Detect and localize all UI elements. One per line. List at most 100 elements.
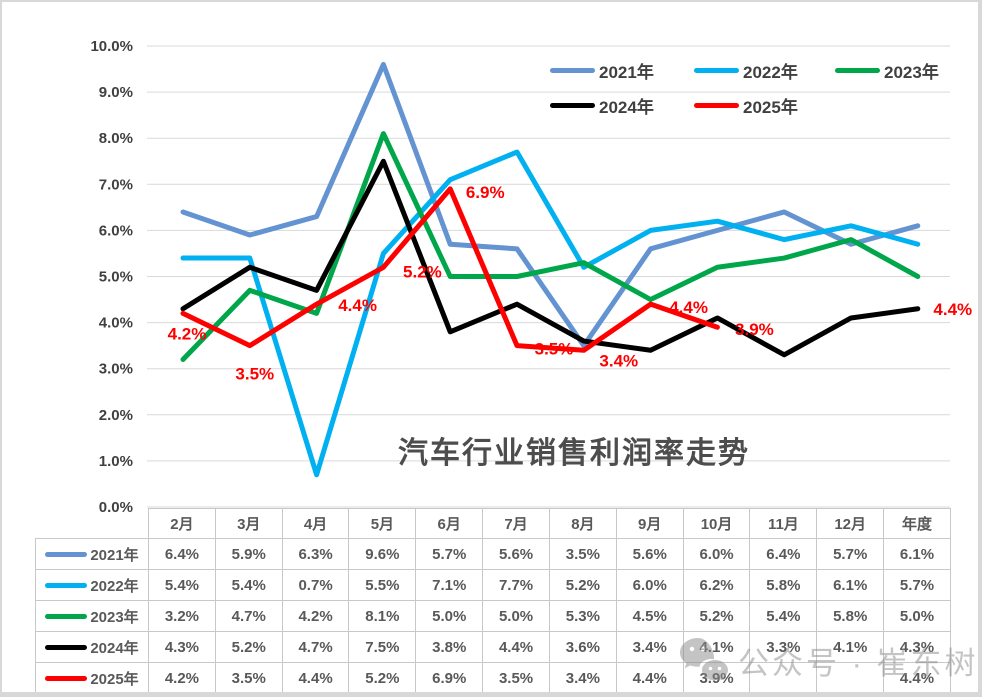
y-axis-tick-label: 7.0% bbox=[99, 176, 133, 193]
value-cell: 4.5% bbox=[615, 600, 684, 632]
legend-label: 2021年 bbox=[599, 62, 654, 82]
row-label-cell: 2024年 bbox=[35, 631, 149, 663]
legend-item-2025年: 2025年 bbox=[694, 94, 798, 117]
value-cell: 5.0% bbox=[883, 600, 951, 632]
value-cell: 5.5% bbox=[348, 569, 417, 601]
column-header: 2月 bbox=[148, 508, 216, 539]
legend-item-2023年: 2023年 bbox=[835, 59, 939, 82]
value-cell bbox=[816, 662, 885, 692]
row-label: 2021年 bbox=[90, 546, 139, 564]
value-cell: 4.3% bbox=[148, 631, 216, 663]
column-header: 10月 bbox=[682, 508, 751, 539]
value-cell: 4.2% bbox=[281, 600, 350, 632]
value-cell: 5.8% bbox=[816, 600, 885, 632]
row-label-cell: 2025年 bbox=[35, 662, 149, 692]
table-row: 2022年 5.4% 5.4% 0.7% 5.5% 7.1% 7.7% 5.2% 6.0% 6.2… bbox=[35, 569, 951, 601]
value-cell: 9.6% bbox=[348, 538, 417, 570]
series-line-2022年 bbox=[180, 149, 921, 478]
legend-item-2022年: 2022年 bbox=[694, 59, 798, 82]
chart-legend: 2021年 2022年 2023年 2024年 2025年 bbox=[550, 59, 970, 119]
value-cell: 5.0% bbox=[415, 600, 484, 632]
row-label: 2024年 bbox=[90, 639, 139, 657]
value-cell: 7.7% bbox=[482, 569, 550, 601]
value-cell: 4.1% bbox=[682, 631, 751, 663]
column-header: 5月 bbox=[348, 508, 417, 539]
column-header: 年度 bbox=[883, 508, 951, 539]
value-cell: 5.0% bbox=[482, 600, 550, 632]
value-cell: 6.9% bbox=[415, 662, 484, 692]
table-header-row: 2月 3月 4月 5月 6月 7月 8月 9月 10月 11月 12月 年度 bbox=[36, 508, 951, 539]
value-cell: 5.6% bbox=[615, 538, 684, 570]
y-axis-tick-label: 0.0% bbox=[99, 499, 133, 516]
value-cell: 3.4% bbox=[615, 631, 684, 663]
y-axis-tick-label: 2.0% bbox=[99, 407, 133, 424]
row-label-cell: 2023年 bbox=[35, 600, 149, 632]
column-header: 7月 bbox=[482, 508, 550, 539]
y-axis-tick-label: 6.0% bbox=[99, 222, 133, 239]
value-cell: 4.4% bbox=[482, 631, 550, 663]
data-label-2025年: 3.4% bbox=[599, 351, 638, 370]
legend-item-2021年: 2021年 bbox=[550, 59, 654, 82]
column-header: 4月 bbox=[281, 508, 350, 539]
value-cell: 6.1% bbox=[816, 569, 885, 601]
value-cell: 8.1% bbox=[348, 600, 417, 632]
y-axis-tick-label: 3.0% bbox=[99, 361, 133, 378]
legend-label: 2025年 bbox=[743, 97, 798, 117]
value-cell: 4.7% bbox=[281, 631, 350, 663]
value-cell: 3.8% bbox=[415, 631, 484, 663]
data-label-2025年: 4.4% bbox=[933, 300, 972, 319]
data-label-2025年: 3.9% bbox=[735, 320, 774, 339]
series-swatch-icon bbox=[45, 551, 88, 557]
value-cell: 5.4% bbox=[214, 569, 283, 601]
value-cell bbox=[749, 662, 818, 692]
y-axis-tick-label: 10.0% bbox=[90, 38, 133, 55]
value-cell: 6.3% bbox=[281, 538, 350, 570]
value-cell: 3.4% bbox=[548, 662, 617, 692]
value-cell: 3.9% bbox=[682, 662, 751, 692]
value-cell: 5.2% bbox=[348, 662, 417, 692]
value-cell: 5.9% bbox=[214, 538, 283, 570]
value-cell: 5.7% bbox=[415, 538, 484, 570]
series-line-2021年 bbox=[180, 61, 921, 349]
legend-item-2024年: 2024年 bbox=[550, 94, 654, 117]
value-cell: 6.0% bbox=[682, 538, 751, 570]
column-header: 6月 bbox=[415, 508, 484, 539]
table-row: 2024年 4.3% 5.2% 4.7% 7.5% 3.8% 4.4% 3.6% 3.4% 4.1… bbox=[35, 631, 951, 663]
table-row: 2025年 4.2% 3.5% 4.4% 5.2% 6.9% 3.5% 3.4% 4.4% 3.9… bbox=[35, 662, 951, 692]
value-cell: 6.4% bbox=[749, 538, 818, 570]
value-cell: 5.4% bbox=[148, 569, 216, 601]
value-cell: 4.7% bbox=[214, 600, 283, 632]
legend-swatch-icon bbox=[550, 67, 595, 73]
value-cell: 5.4% bbox=[749, 600, 818, 632]
data-label-2025年: 4.4% bbox=[338, 296, 377, 315]
value-cell: 3.6% bbox=[548, 631, 617, 663]
y-axis-tick-label: 5.0% bbox=[99, 269, 133, 286]
table-row: 2021年 6.4% 5.9% 6.3% 9.6% 5.7% 5.6% 3.5% 5.6% 6.0… bbox=[35, 538, 951, 570]
value-cell: 7.5% bbox=[348, 631, 417, 663]
column-header: 8月 bbox=[548, 508, 617, 539]
value-cell: 4.3% bbox=[883, 631, 951, 663]
value-cell: 4.4% bbox=[281, 662, 350, 692]
column-header: 11月 bbox=[749, 508, 818, 539]
value-cell: 6.4% bbox=[148, 538, 216, 570]
data-label-2025年: 4.2% bbox=[168, 324, 207, 343]
value-cell: 5.6% bbox=[482, 538, 550, 570]
value-cell: 3.5% bbox=[548, 538, 617, 570]
value-cell: 5.8% bbox=[749, 569, 818, 601]
row-label: 2022年 bbox=[90, 577, 139, 595]
value-cell: 5.2% bbox=[548, 569, 617, 601]
value-cell: 4.4% bbox=[615, 662, 684, 692]
series-swatch-icon bbox=[45, 644, 88, 650]
legend-swatch-icon bbox=[694, 67, 739, 73]
legend-label: 2024年 bbox=[599, 97, 654, 117]
table-row: 2023年 3.2% 4.7% 4.2% 8.1% 5.0% 5.0% 5.3% 4.5% 5.2… bbox=[35, 600, 951, 632]
column-header: 9月 bbox=[615, 508, 684, 539]
row-label-cell: 2021年 bbox=[35, 538, 149, 570]
column-header: 3月 bbox=[214, 508, 283, 539]
value-cell: 5.2% bbox=[682, 600, 751, 632]
data-label-2025年: 5.2% bbox=[403, 262, 442, 281]
row-label: 2025年 bbox=[90, 670, 139, 688]
y-axis-tick-label: 1.0% bbox=[99, 453, 133, 470]
table-corner-cell bbox=[36, 509, 149, 539]
data-label-2025年: 4.4% bbox=[669, 298, 708, 317]
